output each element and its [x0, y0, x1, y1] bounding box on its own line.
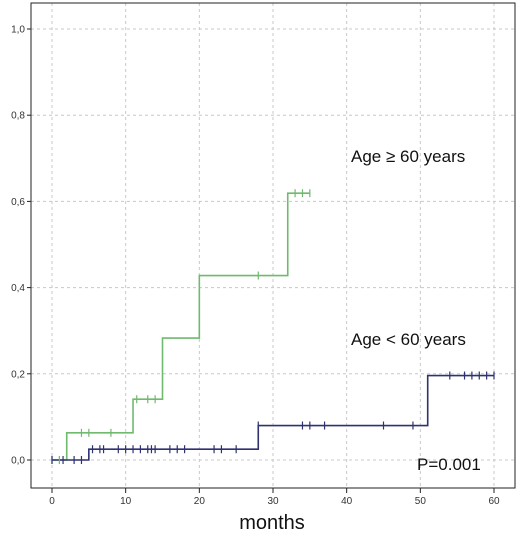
x-tick-label: 50 — [415, 496, 427, 507]
y-tick-label: 0,8 — [11, 111, 25, 122]
x-tick-label: 40 — [341, 496, 353, 507]
x-tick-label: 30 — [267, 496, 279, 507]
x-tick-label: 10 — [120, 496, 132, 507]
y-tick-label: 0,6 — [11, 197, 25, 208]
x-tick-label: 60 — [488, 496, 500, 507]
axes: 0 10 20 30 40 50 60 0,0 0,2 0,4 0,6 0,8 1,0 — [11, 25, 500, 508]
series-line-age-ge-60 — [52, 192, 310, 461]
age-lt-60-label: Age < 60 years — [351, 330, 466, 349]
y-tick-label: 0,4 — [11, 283, 25, 294]
x-tick-label: 20 — [194, 496, 206, 507]
y-tick-label: 1,0 — [11, 25, 25, 36]
y-tick-label: 0,2 — [11, 369, 25, 380]
x-axis-label: months — [239, 512, 305, 534]
x-tick-label: 0 — [49, 496, 55, 507]
age-ge-60-label: Age ≥ 60 years — [351, 147, 465, 166]
survival-curves — [52, 192, 494, 461]
gridlines — [31, 3, 515, 488]
series-line-age-lt-60 — [52, 374, 494, 461]
y-tick-label: 0,0 — [11, 456, 25, 467]
p-value-label: P=0.001 — [417, 455, 481, 474]
censor-marks — [51, 189, 495, 464]
